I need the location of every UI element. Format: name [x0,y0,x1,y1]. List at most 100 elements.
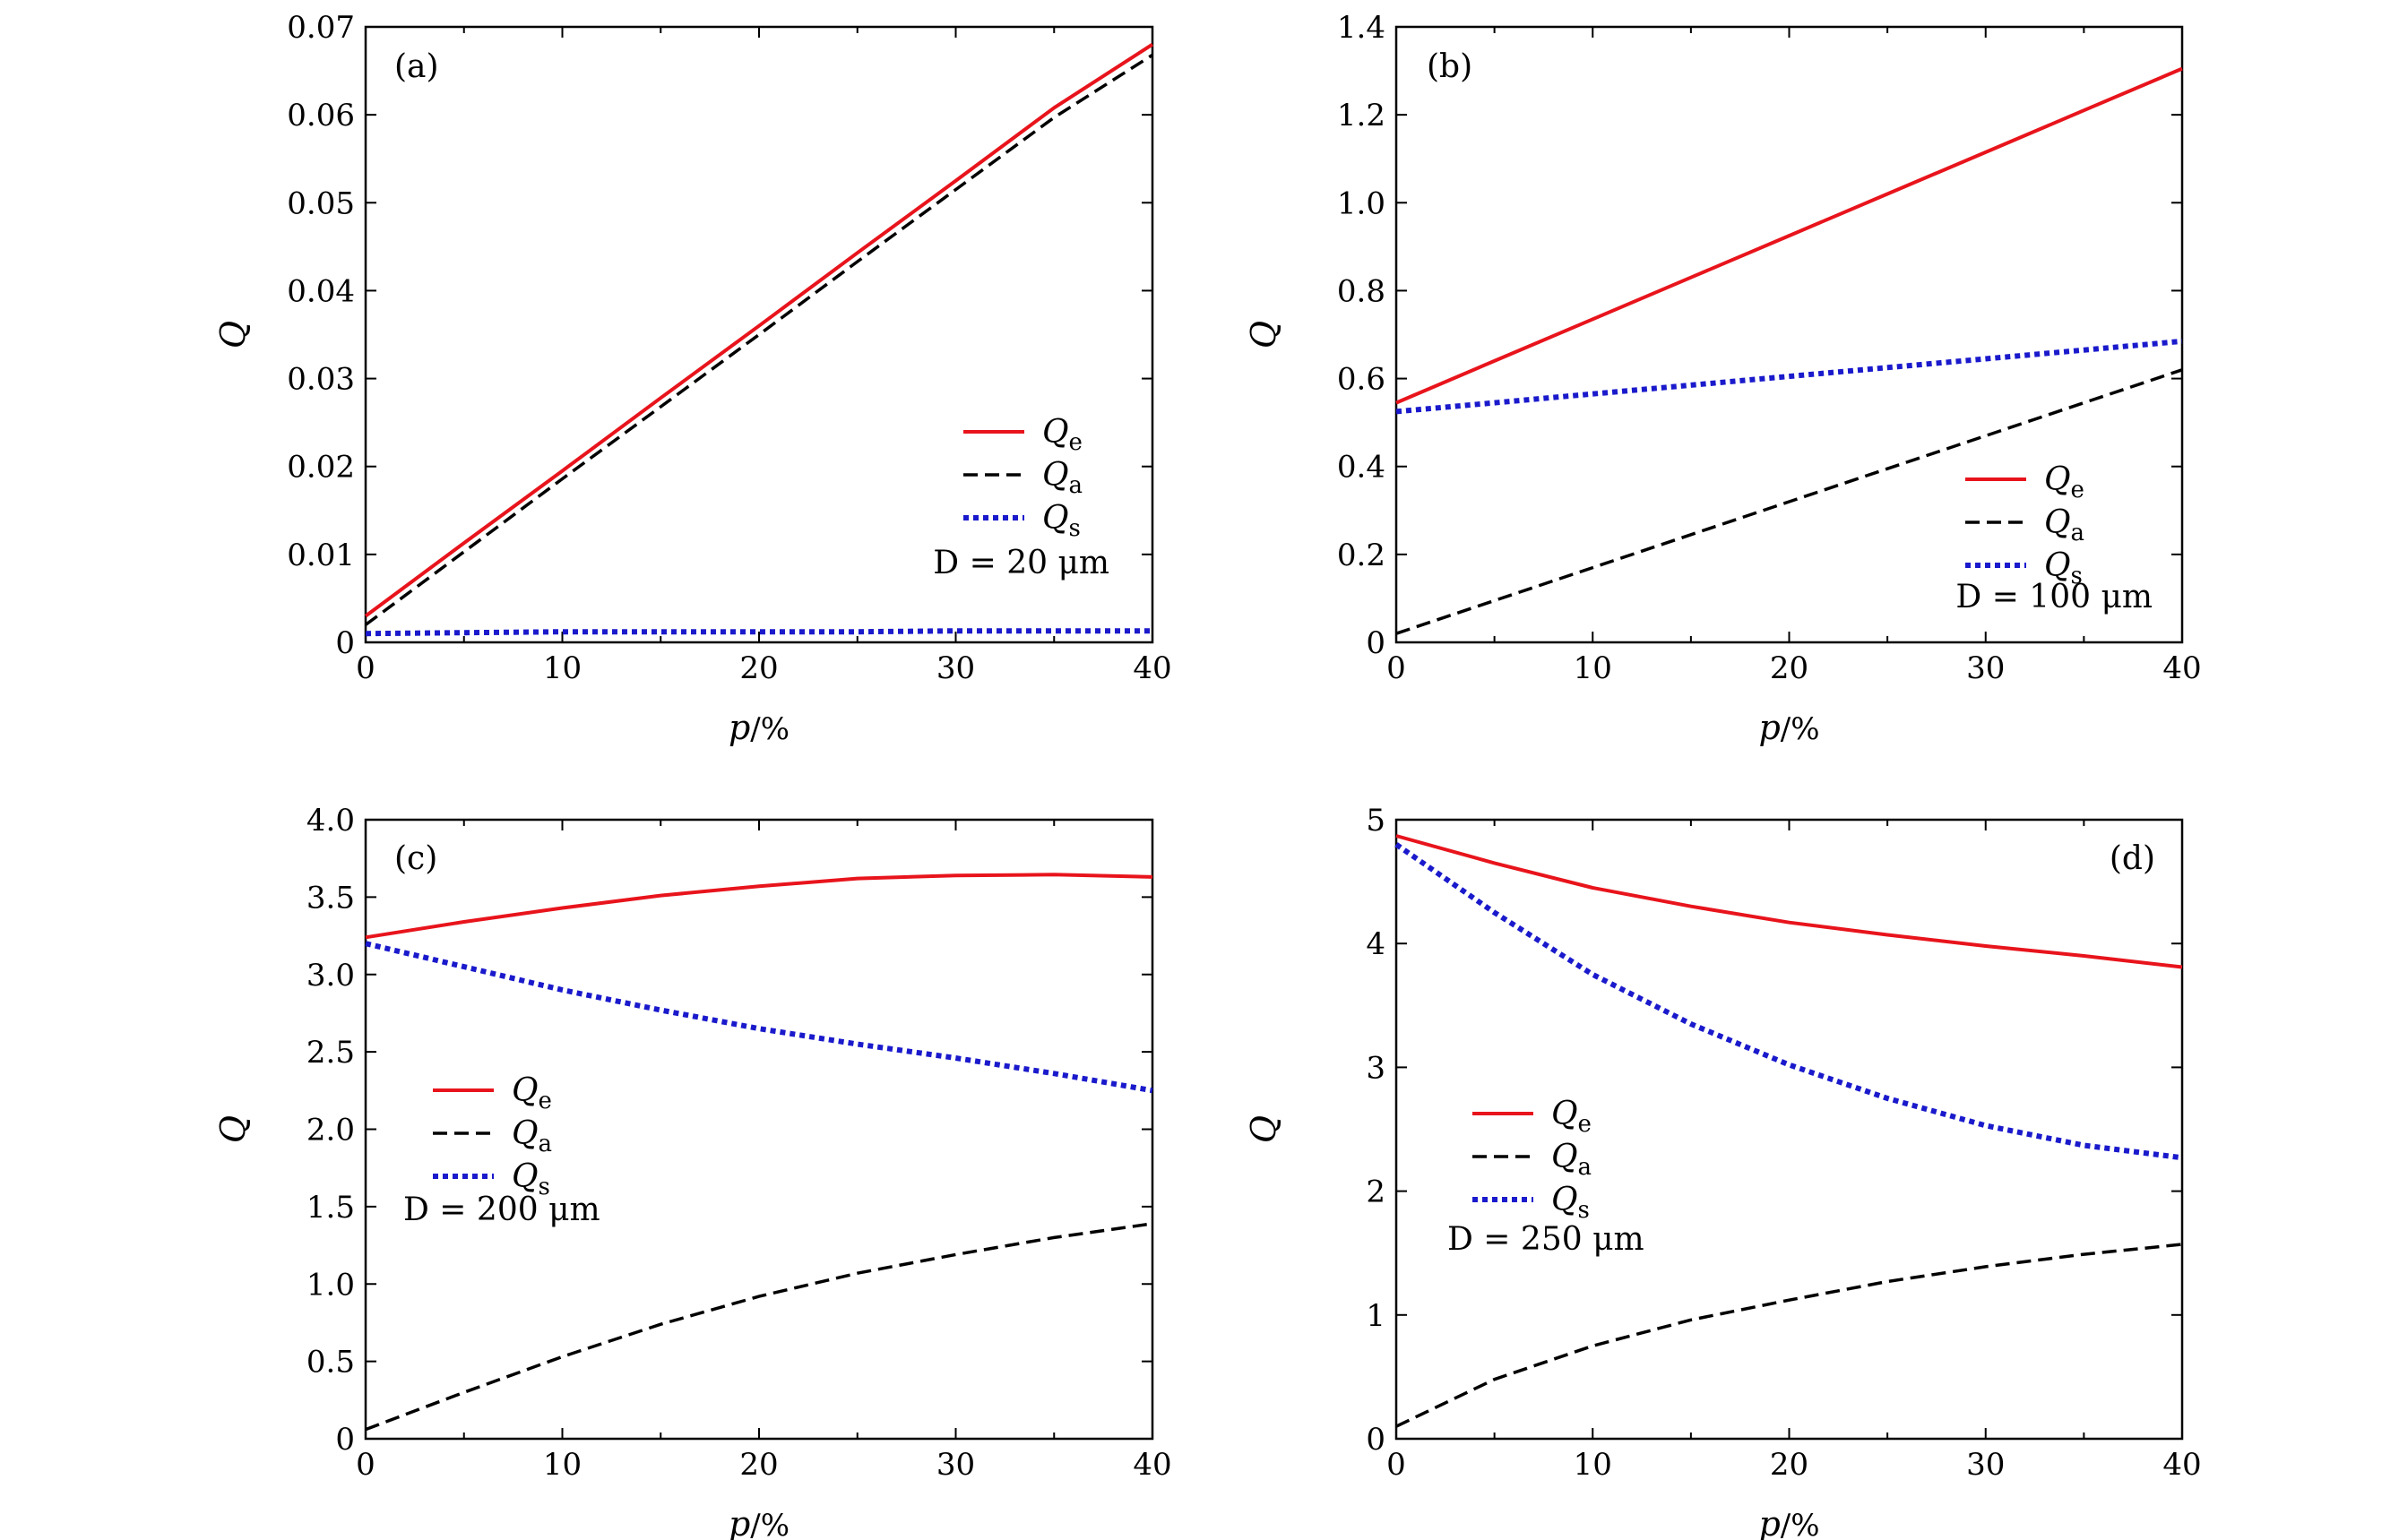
y-tick-label: 0.8 [1337,273,1385,309]
panel-label: (a) [394,48,439,85]
x-tick-label: 30 [1966,650,2005,686]
x-tick-label: 10 [543,1447,582,1483]
y-tick-label: 1.4 [1337,10,1385,46]
y-tick-label: 3 [1366,1050,1385,1086]
series-line-Qs [365,941,1153,1094]
x-tick-label: 0 [356,650,375,686]
y-tick-label: 1.2 [1337,98,1385,133]
series-line-Qs [1395,338,2183,415]
series-line-Qa [365,1222,1153,1432]
x-tick-label: 0 [1386,650,1406,686]
series-line-Qe [365,873,1153,940]
y-axis-title: Q [1244,321,1283,348]
annotation-diameter: D = 20 μm [933,545,1109,581]
legend-label-Qa: Qa [1042,457,1083,499]
legend-label-Qe: Qe [1042,414,1083,456]
y-tick-label: 1 [1366,1298,1385,1334]
series-line-Qa [1395,368,2183,635]
x-axis-title: p/% [1758,1504,1819,1540]
x-tick-label: 0 [1386,1447,1406,1483]
x-axis-title: p/% [1758,708,1819,747]
y-tick-label: 1.5 [306,1190,355,1226]
y-tick-label: 0.06 [287,98,355,133]
x-tick-label: 20 [1770,1447,1808,1483]
series-line-Qa [1395,1243,2183,1428]
y-tick-label: 3.0 [306,958,355,994]
x-tick-label: 20 [739,650,778,686]
legend-label-Qa: Qa [2044,504,2084,546]
legend-label-Qe: Qe [512,1072,552,1114]
x-tick-label: 20 [739,1447,778,1483]
y-tick-label: 2.5 [306,1035,355,1071]
y-tick-label: 0.04 [287,273,355,309]
y-axis-title: Q [1244,1115,1283,1143]
x-tick-label: 30 [936,1447,975,1483]
series-line-Qs [365,628,1152,637]
panel-label: (c) [394,840,437,877]
y-axis-title: Q [213,1115,253,1143]
y-tick-label: 0.4 [1337,450,1385,486]
y-tick-label: 0 [335,625,355,661]
y-tick-label: 0 [1366,1422,1385,1458]
legend-label-Qs: Qs [1551,1182,1590,1224]
y-tick-label: 0.02 [287,450,355,486]
legend-label-Qs: Qs [1042,500,1081,542]
chart-panel-a: 0 10 20 30 40 0 0.01 0.02 0.03 0.04 0.05 0.06 0.07 p/… [213,10,1172,747]
chart-panel-c: 0 10 20 30 40 0 0.5 1.0 1.5 2.0 2.5 3.0 3.5 4.0 p/% Q Qe… [213,803,1172,1540]
series-line-Qe [364,42,1154,618]
series-line-Qe [1395,834,2183,969]
y-tick-label: 0.07 [287,10,355,46]
y-tick-label: 0 [1366,625,1385,661]
series-line-Qe [1395,66,2183,405]
y-tick-label: 0.6 [1337,362,1385,398]
y-tick-label: 0.2 [1337,538,1385,573]
legend-label-Qa: Qa [512,1115,552,1157]
y-tick-label: 5 [1366,803,1385,839]
plot-frame [1394,818,2184,1441]
x-tick-label: 10 [543,650,582,686]
x-axis-title: p/% [729,1504,790,1540]
legend-label-Qe: Qe [2044,461,2084,503]
x-tick-label: 0 [356,1447,375,1483]
y-tick-label: 4 [1366,926,1385,962]
x-tick-label: 30 [1966,1447,2005,1483]
legend-label-Qa: Qa [1551,1139,1592,1181]
y-tick-label: 2.0 [306,1113,355,1149]
annotation-diameter: D = 250 μm [1447,1221,1644,1258]
annotation-diameter: D = 200 μm [403,1192,600,1228]
series-line-Qa [364,53,1153,626]
series-line-Qs [1394,842,2183,1161]
x-tick-label: 10 [1574,650,1612,686]
x-tick-label: 10 [1574,1447,1612,1483]
y-tick-label: 1.0 [306,1267,355,1303]
x-tick-label: 40 [2162,650,2201,686]
y-tick-label: 3.5 [306,880,355,916]
x-axis-title: p/% [729,708,790,747]
y-tick-label: 0.03 [287,362,355,398]
panel-label: (d) [2110,840,2155,877]
x-tick-label: 30 [936,650,975,686]
y-tick-label: 0.01 [287,538,355,573]
chart-panel-b: 0 10 20 30 40 0 0.2 0.4 0.6 0.8 1.0 1.2 1.4 p/% Q QeQaQ… [1244,10,2202,747]
legend-label-Qs: Qs [512,1158,550,1200]
x-tick-label: 40 [2162,1447,2201,1483]
x-tick-label: 40 [1133,1447,1171,1483]
x-tick-label: 20 [1770,650,1808,686]
legend-label-Qs: Qs [2044,547,2083,589]
y-tick-label: 4.0 [306,803,355,839]
y-tick-label: 1.0 [1337,185,1385,221]
legend-label-Qe: Qe [1551,1096,1592,1138]
x-tick-label: 40 [1133,650,1171,686]
y-tick-label: 0 [335,1422,355,1458]
panel-label: (b) [1427,48,1472,85]
y-axis-title: Q [213,321,253,348]
y-tick-label: 0.05 [287,185,355,221]
y-tick-label: 2 [1366,1174,1385,1210]
y-tick-label: 0.5 [306,1345,355,1381]
